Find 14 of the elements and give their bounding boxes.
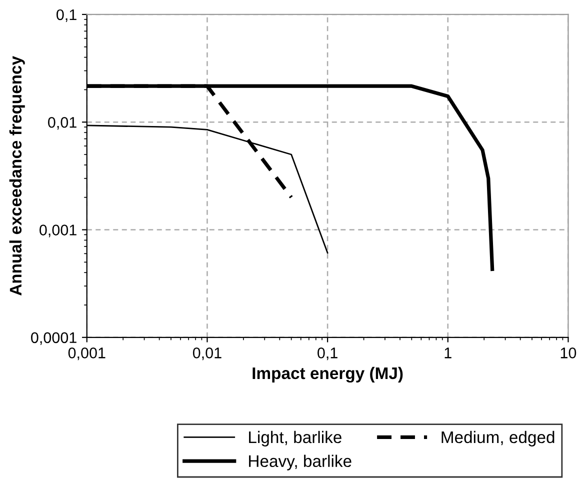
y-axis-title: Annual exceedance frequency <box>9 56 25 296</box>
x-tick-label: 0,01 <box>192 348 222 360</box>
x-tick-label: 0,001 <box>68 348 106 360</box>
y-tick-label: 0,01 <box>48 116 76 130</box>
x-tick-label: 10 <box>560 348 576 358</box>
x-tick-label: 1 <box>444 348 452 358</box>
legend-label: Heavy, barlike <box>249 454 352 470</box>
legend-label: Medium, edged <box>442 430 554 446</box>
y-tick-label: 0,001 <box>40 224 76 238</box>
y-tick-label: 0,0001 <box>31 332 76 345</box>
x-tick-label: 0,1 <box>318 348 338 360</box>
x-axis-title: Impact energy (MJ) <box>252 366 403 383</box>
legend-label: Light, barlike <box>249 430 342 446</box>
y-tick-label: 0,1 <box>56 9 76 22</box>
